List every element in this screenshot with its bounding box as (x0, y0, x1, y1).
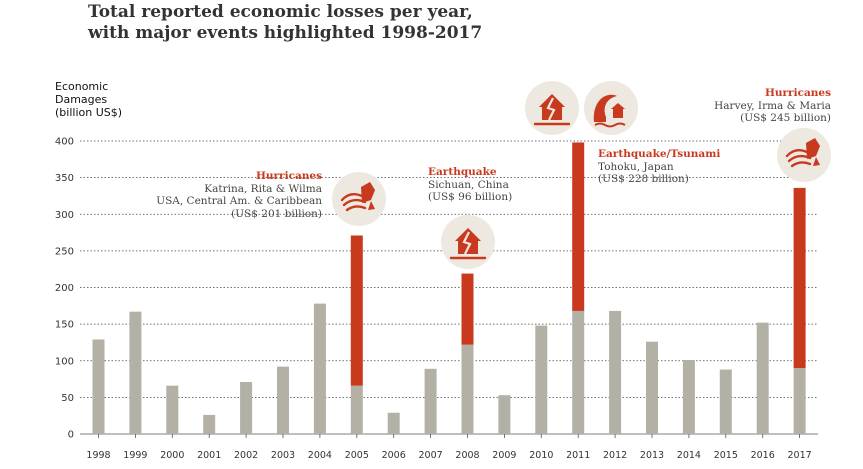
x-tick-label-2007: 2007 (419, 450, 443, 461)
hurricane-icon-2005-debris (361, 182, 375, 203)
bar-2012 (609, 310, 622, 434)
x-tick-label-2006: 2006 (382, 450, 406, 461)
bar-1999 (129, 311, 142, 434)
bar-2017 (793, 368, 806, 434)
chart-title-line-2: with major events highlighted 1998-2017 (88, 23, 483, 43)
x-tick-label-2017: 2017 (788, 450, 812, 461)
chart-title-line-1: Total reported economic losses per year, (88, 2, 473, 22)
y-tick-label-150: 150 (55, 320, 74, 331)
y-axis-label-line-3: (billion US$) (55, 106, 123, 119)
x-tick-label-1998: 1998 (86, 450, 110, 461)
annotation-2008: Earthquake Sichuan, China (US$ 96 billio… (428, 166, 558, 204)
earthquake-icon-2011-house (539, 94, 565, 120)
bar-2014 (682, 360, 695, 434)
y-tick-label-400: 400 (55, 137, 74, 148)
annotation-2011-line-2: (US$ 228 billion) (598, 173, 689, 185)
annotation-2008-line-2: (US$ 96 billion) (428, 191, 513, 203)
bar-2011 (572, 310, 585, 434)
annotation-2005-line-1: Katrina, Rita & Wilma (204, 182, 322, 195)
annotation-2008-title: Earthquake (428, 166, 497, 178)
y-axis-label: Economic Damages (billion US$) (55, 80, 122, 119)
x-tick-label-2012: 2012 (603, 450, 627, 461)
bar-2007 (424, 368, 437, 434)
bar-1998 (92, 339, 105, 434)
y-tick-label-50: 50 (61, 393, 74, 404)
x-tick-label-2005: 2005 (345, 450, 369, 461)
bar-2002 (240, 381, 253, 434)
x-tick-label-2016: 2016 (751, 450, 775, 461)
y-tick-label-200: 200 (55, 283, 74, 294)
annotation-2017: Hurricanes Harvey, Irma & Maria (US$ 245… (680, 87, 831, 125)
y-tick-label-300: 300 (55, 210, 74, 221)
bar-2000 (166, 385, 179, 434)
x-tick-label-2008: 2008 (455, 450, 479, 461)
x-tick-label-2002: 2002 (234, 450, 258, 461)
bar-highlight-2017 (793, 187, 806, 369)
bar-2004 (313, 303, 326, 434)
hurricane-icon-2017-bg (777, 128, 831, 182)
x-tick-label-2004: 2004 (308, 450, 332, 461)
bar-2005 (350, 385, 363, 434)
hurricane-icon-2005-bg (332, 172, 386, 226)
hurricane-icon-2005-shard (368, 201, 375, 210)
hurricane-icon-2017-shard (813, 157, 820, 166)
annotation-2005: Hurricanes Katrina, Rita & Wilma USA, Ce… (150, 170, 322, 220)
x-tick-label-2015: 2015 (714, 450, 738, 461)
bar-2010 (535, 325, 548, 434)
annotation-2005-line-2: USA, Central Am. & Caribbean (156, 195, 322, 207)
earthquake-icon-2008-house (455, 228, 481, 254)
earthquake-icon-2011-crack (546, 97, 556, 121)
bar-2008 (461, 344, 474, 434)
x-tick-label-2003: 2003 (271, 450, 295, 461)
bar-2013 (646, 341, 658, 434)
bar-2006 (387, 412, 400, 434)
x-tick-label-1999: 1999 (123, 450, 147, 461)
annotation-2005-line-3: (US$ 201 billion) (231, 207, 322, 220)
tsunami-icon-2011-house (611, 103, 625, 118)
annotation-2017-line-1: Harvey, Irma & Maria (714, 99, 831, 112)
annotation-2005-title: Hurricanes (255, 170, 322, 182)
annotation-2017-title: Hurricanes (764, 87, 831, 99)
bar-highlight-2011 (572, 142, 585, 311)
annotation-2011-line-1: Tohoku, Japan (598, 160, 674, 173)
x-tick-label-2009: 2009 (492, 450, 516, 461)
bar-2015 (719, 369, 732, 434)
x-tick-label-2014: 2014 (677, 450, 701, 461)
bar-highlight-2008 (461, 273, 474, 345)
tsunami-icon-2011-water (594, 122, 626, 128)
annotation-2017-line-2: (US$ 245 billion) (740, 112, 831, 124)
x-tick-label-2000: 2000 (160, 450, 184, 461)
bar-2016 (756, 322, 769, 434)
y-tick-label-0: 0 (68, 430, 74, 441)
y-tick-label-250: 250 (55, 246, 74, 257)
y-tick-label-350: 350 (55, 173, 74, 184)
y-tick-label-100: 100 (55, 356, 74, 367)
bar-2001 (203, 414, 216, 434)
earthquake-icon-2008-crack (462, 231, 472, 255)
bar-2009 (498, 395, 511, 434)
bar-highlight-2005 (350, 235, 363, 386)
bar-2003 (277, 366, 289, 434)
annotation-2011: Earthquake/Tsunami Tohoku, Japan (US$ 22… (598, 148, 758, 186)
x-tick-label-2001: 2001 (197, 450, 221, 461)
x-tick-label-2011: 2011 (566, 450, 590, 461)
annotation-2011-title: Earthquake/Tsunami (598, 148, 721, 160)
tsunami-icon-2011-wave (593, 94, 617, 122)
hurricane-icon-2017-debris (806, 138, 820, 159)
x-tick-label-2013: 2013 (640, 450, 664, 461)
y-axis-label-line-1: Economic (55, 80, 109, 93)
annotation-2008-line-1: Sichuan, China (428, 178, 509, 191)
chart-title: Total reported economic losses per year,… (88, 2, 482, 44)
y-axis-label-line-2: Damages (55, 93, 108, 106)
x-tick-label-2010: 2010 (529, 450, 553, 461)
